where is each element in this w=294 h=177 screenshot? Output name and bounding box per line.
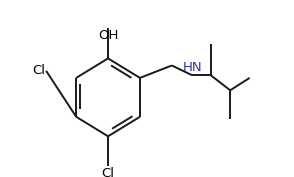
Text: Cl: Cl [32, 64, 45, 77]
Text: Cl: Cl [101, 167, 115, 177]
Text: HN: HN [182, 61, 202, 74]
Text: OH: OH [98, 29, 118, 42]
